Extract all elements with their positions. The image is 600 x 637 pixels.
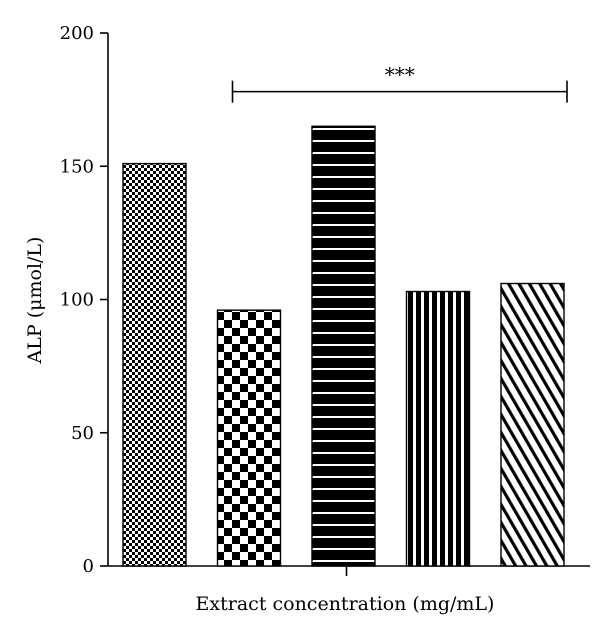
bars-group <box>122 125 565 567</box>
x-axis-label: Extract concentration (mg/mL) <box>196 593 495 615</box>
bar-4 <box>405 290 471 567</box>
y-tick-label: 50 <box>71 423 94 444</box>
bar-1 <box>122 162 187 567</box>
annotation-label: *** <box>385 63 415 87</box>
y-tick-label: 100 <box>60 290 94 311</box>
significance-annotation: *** <box>231 63 568 103</box>
y-axis-label: ALP (μmol/L) <box>24 237 46 365</box>
bar-3 <box>311 125 376 567</box>
y-axis: 0 50 100 150 200 <box>60 23 109 577</box>
bar-2 <box>216 309 282 567</box>
bar-5 <box>500 282 565 567</box>
x-axis <box>108 565 590 576</box>
y-tick-label: 0 <box>83 556 94 577</box>
y-tick-label: 200 <box>60 23 94 44</box>
y-tick-label: 150 <box>60 156 94 177</box>
